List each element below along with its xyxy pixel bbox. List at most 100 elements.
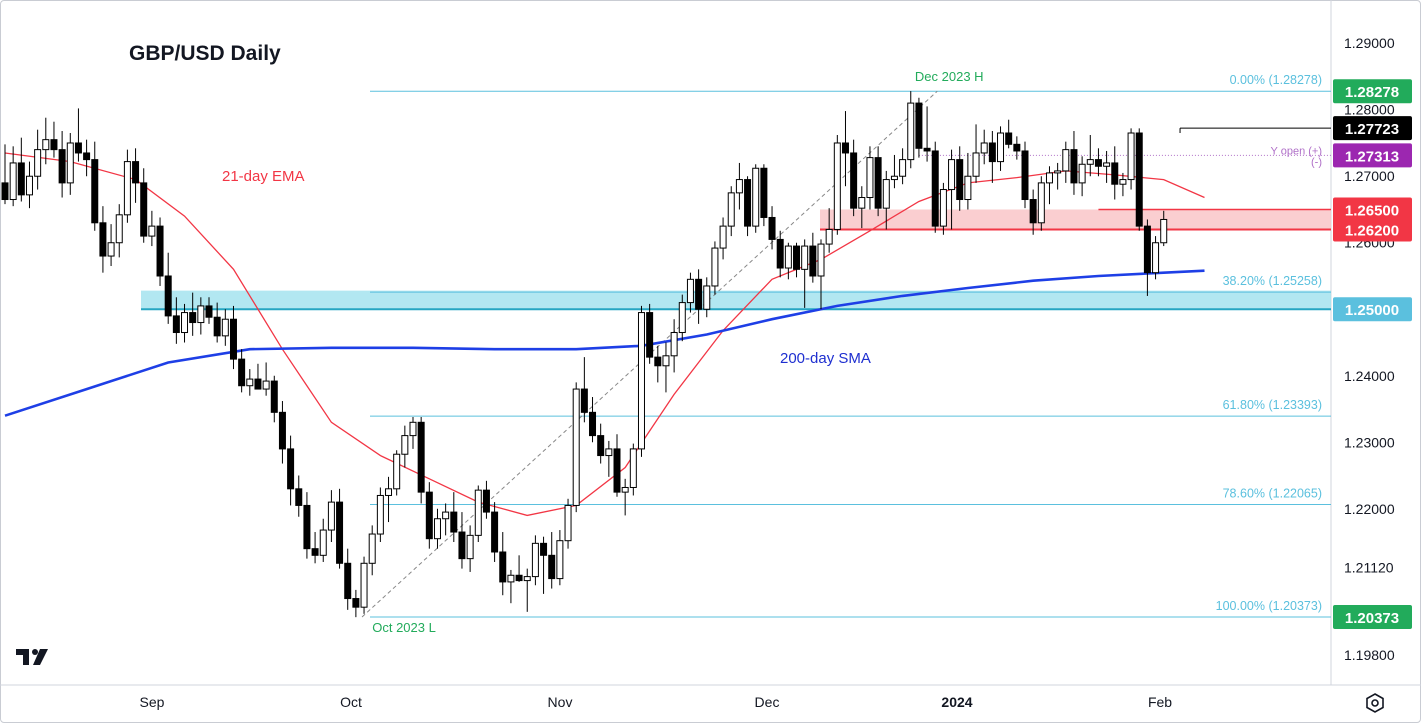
- yearly-open-sublabel: (-): [1311, 156, 1322, 168]
- candle-bear: [841, 142, 849, 154]
- candle-bear: [164, 275, 172, 317]
- candle-bull: [1103, 162, 1111, 167]
- candle-bull: [123, 161, 131, 216]
- candle-bear: [793, 245, 801, 270]
- candle-bear: [311, 548, 319, 556]
- settings-gear-icon[interactable]: [1364, 692, 1386, 714]
- candle-bear: [425, 491, 433, 540]
- candle-bull: [735, 179, 743, 194]
- candle-bear: [776, 238, 784, 269]
- candle-bear: [458, 531, 466, 560]
- candle-bear: [140, 182, 148, 237]
- candle-bear: [1021, 150, 1029, 201]
- candle-bull: [1045, 172, 1053, 184]
- candle-bull: [1062, 149, 1070, 172]
- candle-bear: [229, 318, 237, 360]
- candle-bull: [197, 305, 205, 324]
- candle-bear: [336, 501, 344, 564]
- candle-bear: [17, 162, 25, 196]
- candle-bull: [115, 214, 123, 244]
- price-tag: [1333, 197, 1412, 222]
- candle-bull: [817, 243, 825, 277]
- candle-bull: [246, 378, 254, 387]
- price-tag: [1333, 297, 1412, 322]
- candle-bear: [1, 182, 9, 201]
- candle-bear: [744, 179, 752, 227]
- x-tick-label: Sep: [140, 694, 165, 710]
- price-tag-label: 1.26500: [1345, 202, 1399, 219]
- candle-bull: [1086, 159, 1094, 165]
- candle-bull: [784, 245, 792, 269]
- x-tick-label: 2024: [941, 694, 972, 710]
- candle-bear: [956, 159, 964, 201]
- candle-bull: [474, 489, 482, 536]
- candle-bull: [262, 380, 270, 390]
- candle-bull: [711, 247, 719, 287]
- candle-bear: [1013, 143, 1021, 152]
- price-tag: [1333, 217, 1412, 242]
- tradingview-logo-icon[interactable]: [14, 646, 54, 668]
- candle-bull: [507, 574, 515, 583]
- candle-bull: [948, 159, 956, 191]
- ema21-line: [4, 152, 1205, 517]
- price-tag-label: 1.28278: [1345, 84, 1399, 101]
- price-tag: [1333, 143, 1412, 168]
- candle-bull: [442, 511, 450, 520]
- candle-bear: [238, 358, 246, 387]
- candle-bull: [670, 332, 678, 357]
- candle-bull: [42, 139, 50, 151]
- candle-bull: [1127, 132, 1135, 181]
- candle-bull: [1152, 242, 1160, 274]
- candle-bull: [605, 448, 613, 457]
- candle-bear: [768, 216, 776, 240]
- candle-bear: [988, 142, 996, 163]
- candle-bear: [278, 411, 286, 450]
- candle-bear: [1143, 225, 1151, 274]
- chart-title: GBP/USD Daily: [129, 42, 281, 65]
- candle-bear: [654, 356, 662, 367]
- fib-level-label: 100.00% (1.20373): [1216, 599, 1322, 613]
- candle-bear: [1005, 132, 1013, 145]
- candle-bear: [809, 245, 817, 277]
- candle-bull: [181, 312, 189, 334]
- price-tag-label: 1.20373: [1345, 610, 1399, 627]
- candle-bear: [613, 448, 621, 493]
- candle-bear: [646, 312, 654, 358]
- fib-low-label: Oct 2023 L: [372, 620, 436, 635]
- price-tag-label: 1.25000: [1345, 302, 1399, 319]
- candle-bull: [621, 486, 629, 493]
- candle-bull: [939, 189, 947, 227]
- candle-bear: [1135, 132, 1143, 227]
- candle-bear: [287, 448, 295, 490]
- candle-bull: [752, 167, 760, 227]
- candle-bull: [997, 132, 1005, 163]
- candle-bull: [662, 355, 670, 367]
- candle-bear: [303, 504, 311, 550]
- candle-bear: [172, 315, 180, 334]
- candle-bull: [376, 494, 384, 535]
- y-tick-label: 1.27000: [1344, 168, 1395, 184]
- candle-bear: [915, 102, 923, 149]
- candle-bull: [719, 225, 727, 249]
- candle-bull: [221, 318, 229, 337]
- candle-bull: [556, 540, 564, 580]
- candle-bear: [1070, 149, 1078, 184]
- candle-bull: [523, 576, 531, 582]
- candle-bear: [132, 161, 140, 184]
- price-tag-label: 1.27313: [1345, 148, 1399, 165]
- candle-bear: [189, 312, 197, 324]
- support-zone: [141, 290, 1331, 310]
- candle-bear: [491, 511, 499, 553]
- candle-bull: [368, 533, 376, 564]
- candle-bull: [433, 518, 441, 540]
- candle-bear: [760, 167, 768, 218]
- candle-bull: [686, 278, 694, 304]
- candle-bull: [890, 175, 898, 181]
- candle-bull: [882, 179, 890, 209]
- candle-bull: [825, 228, 833, 245]
- yearly-open-label: Y open (+): [1271, 145, 1322, 157]
- candle-bear: [589, 411, 597, 437]
- candle-bear: [213, 316, 221, 337]
- candle-bull: [1160, 218, 1168, 244]
